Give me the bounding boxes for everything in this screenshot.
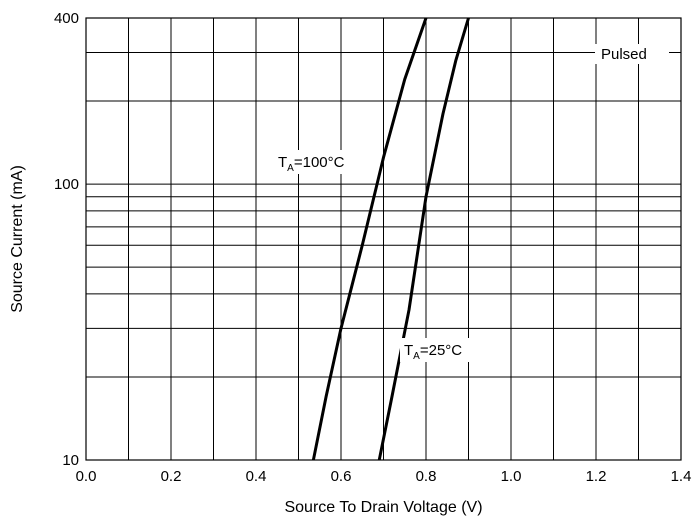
x-tick-labels: 0.0 0.2 0.4 0.6 0.8 1.0 1.2 1.4 — [76, 468, 692, 485]
y-tick-labels: 10 100 400 — [54, 10, 79, 469]
x-tick-label: 0.6 — [331, 468, 352, 485]
x-tick-label: 1.2 — [586, 468, 607, 485]
series-label-100c: TA=100°C — [278, 154, 345, 174]
y-tick-label: 100 — [54, 176, 79, 193]
curves — [311, 17, 470, 461]
y-axis-title: Source Current (mA) — [9, 165, 26, 313]
annotation-pulsed-group: Pulsed — [595, 44, 669, 64]
x-tick-label: 0.4 — [246, 468, 267, 485]
x-tick-label: 1.0 — [501, 468, 522, 485]
series-line-100c — [311, 17, 428, 461]
x-tick-label: 0.8 — [416, 468, 437, 485]
x-axis-title: Source To Drain Voltage (V) — [284, 499, 482, 516]
y-tick-label: 10 — [62, 452, 79, 469]
y-tick-label: 400 — [54, 10, 79, 27]
x-tick-label: 1.4 — [671, 468, 692, 485]
series-label-100c-group: TA=100°C — [274, 150, 366, 174]
series-label-25c: TA=25°C — [404, 342, 462, 362]
series-line-25c — [377, 17, 470, 461]
plot-frame — [85, 17, 682, 461]
annotation-pulsed: Pulsed — [601, 46, 647, 63]
grid — [86, 18, 681, 460]
x-tick-label: 0.2 — [161, 468, 182, 485]
series-label-25c-group: TA=25°C — [400, 338, 484, 362]
x-tick-label: 0.0 — [76, 468, 97, 485]
